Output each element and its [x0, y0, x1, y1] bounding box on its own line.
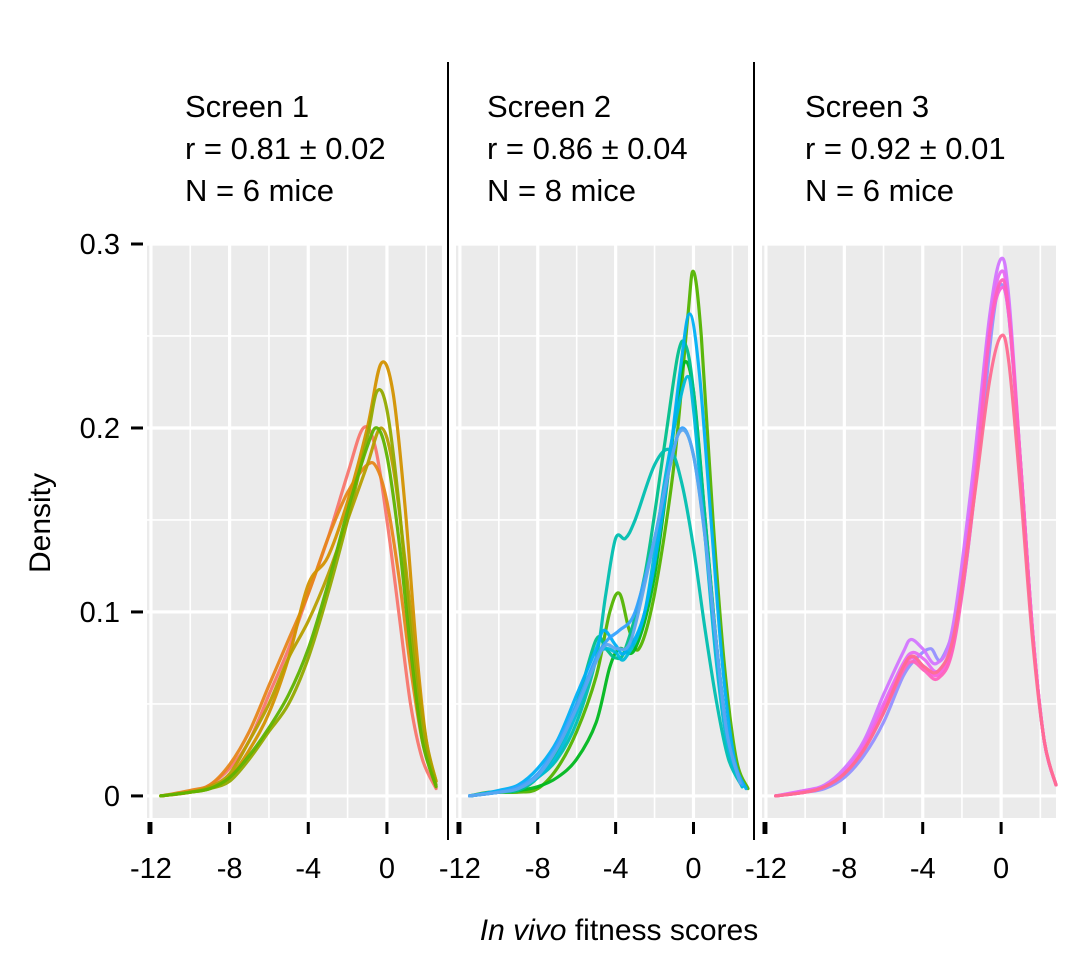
y-tick-label: 0 — [104, 781, 120, 813]
axes-layer: -12 -8 -4 0 -12 -8 -4 0 -12 -8 -4 0 0 0.1 0.2 0.3 — [80, 229, 1010, 885]
panel-annotation-line: r = 0.86 ± 0.04 — [487, 131, 688, 166]
x-tick-label: 0 — [685, 853, 701, 885]
x-axis-title-italic: In vivo — [480, 914, 567, 947]
panel-background — [762, 244, 1056, 818]
x-tick-label: -8 — [217, 853, 243, 885]
panels-layer — [147, 242, 1056, 818]
x-tick-label: -8 — [831, 853, 857, 885]
dividers-layer — [447, 62, 755, 840]
density-curve-screen3-6 — [774, 333, 1058, 798]
panel-annotation-line: N = 6 mice — [805, 173, 954, 208]
y-axis-title: Density — [24, 473, 57, 573]
x-tick-label: -4 — [603, 853, 629, 885]
y-tick-label: 0.3 — [80, 229, 120, 261]
x-axis-title: In vivo fitness scores — [480, 914, 758, 947]
panel-background — [456, 244, 748, 818]
x-tick-label: 0 — [993, 853, 1009, 885]
panel-annotation-line: Screen 3 — [805, 89, 929, 124]
x-axis-title-rest: fitness scores — [566, 914, 758, 947]
density-curve-screen1-6 — [159, 426, 438, 798]
panel-annotation-line: N = 8 mice — [487, 173, 636, 208]
x-tick-label: -4 — [910, 853, 936, 885]
panel-annotation-line: r = 0.92 ± 0.01 — [805, 131, 1006, 166]
y-tick-label: 0.1 — [80, 597, 120, 629]
panel-annotation-line: Screen 2 — [487, 89, 611, 124]
density-curve-screen2-8 — [468, 428, 742, 798]
x-tick-label: -12 — [439, 853, 481, 885]
y-tick-label: 0.2 — [80, 413, 120, 445]
x-tick-label: 0 — [379, 853, 395, 885]
panel-annotation-line: Screen 1 — [185, 89, 309, 124]
density-curve-screen1-2 — [159, 461, 438, 798]
x-tick-label: -8 — [525, 853, 551, 885]
panel-annotation-line: r = 0.81 ± 0.02 — [185, 131, 386, 166]
x-tick-label: -12 — [745, 853, 787, 885]
density-curve-screen1-5 — [159, 387, 438, 798]
panel-annotation-line: N = 6 mice — [185, 173, 334, 208]
density-curve-screen2-1 — [468, 269, 750, 798]
density-curve-screen2-6 — [468, 312, 748, 798]
curves-layer — [159, 256, 1058, 798]
x-tick-label: -4 — [295, 853, 321, 885]
x-tick-label: -12 — [130, 853, 172, 885]
annotations-layer: Screen 1 r = 0.81 ± 0.02 N = 6 mice Screen … — [185, 89, 1006, 208]
